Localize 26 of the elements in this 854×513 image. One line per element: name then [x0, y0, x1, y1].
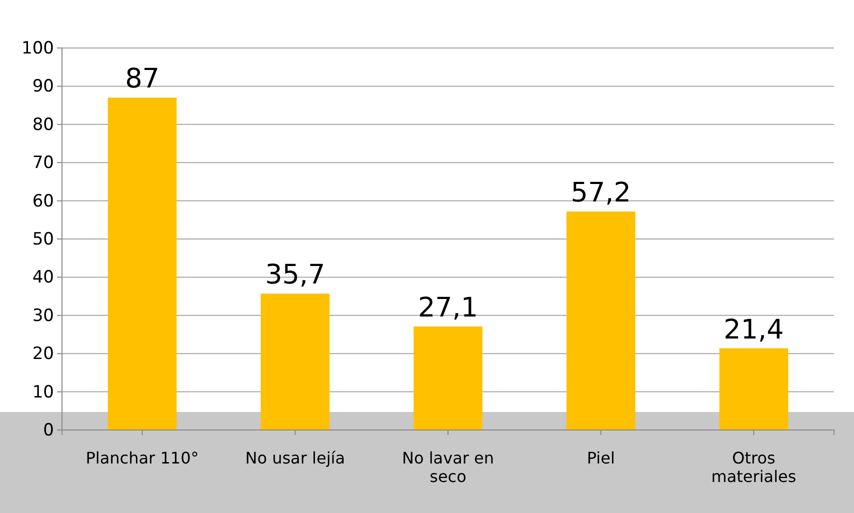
x-tick-label: Piel: [586, 448, 615, 468]
x-tick-label: No lavar en seco: [402, 448, 494, 486]
y-tick-label: 90: [32, 76, 54, 97]
x-tick-label: Otros materiales: [711, 448, 796, 486]
y-tick-label: 50: [32, 229, 54, 250]
y-tick-label: 100: [22, 38, 54, 58]
y-tick-label: 80: [32, 114, 54, 135]
y-tick-label: 40: [32, 268, 54, 288]
data-label: 21,4: [724, 314, 784, 346]
bar: [260, 294, 330, 430]
y-tick-label: 20: [32, 344, 54, 364]
y-tick-label: 10: [32, 382, 54, 402]
y-tick-label: 60: [32, 191, 54, 212]
x-tick-label: Planchar 110°: [86, 448, 199, 468]
x-tick-label: No usar lejía: [245, 448, 346, 468]
bar: [108, 98, 177, 430]
data-label: 57,2: [570, 177, 631, 208]
bar: [719, 348, 788, 430]
data-label: 87: [125, 64, 160, 95]
y-tick-label: 70: [32, 153, 54, 174]
y-tick-label: 0: [43, 420, 54, 440]
bar: [566, 211, 636, 430]
data-label: 35,7: [265, 260, 326, 291]
y-tick-label: 30: [32, 306, 54, 326]
data-label: 27,1: [418, 292, 478, 324]
bar: [414, 326, 482, 430]
